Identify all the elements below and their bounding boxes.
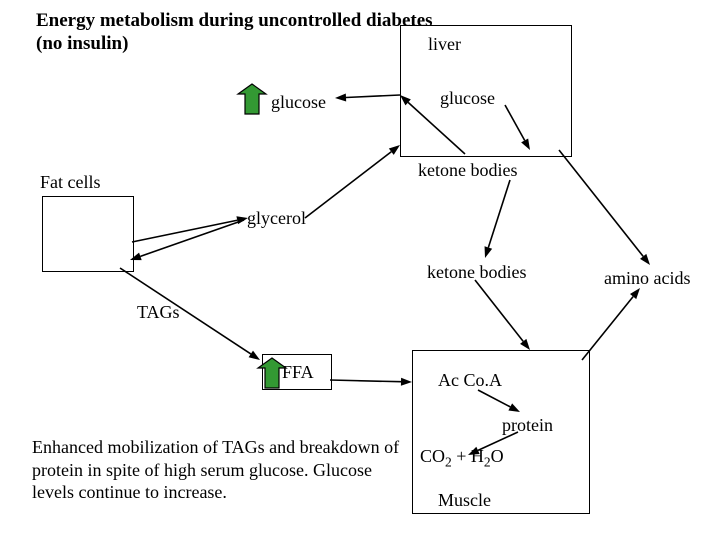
- co2-h2o-label: CO2 + H2O: [420, 446, 504, 471]
- muscle-label: Muscle: [438, 490, 491, 511]
- title-line1: Energy metabolism during uncontrolled di…: [36, 10, 433, 32]
- ketone-upper-label: ketone bodies: [418, 160, 517, 181]
- glucose-left-label: glucose: [271, 92, 326, 113]
- amino-acids-label: amino acids: [604, 268, 690, 289]
- title-line2: (no insulin): [36, 33, 128, 55]
- ac-coa-label: Ac Co.A: [438, 370, 502, 391]
- tags-label: TAGs: [137, 302, 180, 323]
- caption-text: Enhanced mobilization of TAGs and breakd…: [32, 436, 402, 504]
- ffa-label: FFA: [282, 362, 314, 383]
- liver-label: liver: [428, 34, 461, 55]
- glucose-right-label: glucose: [440, 88, 495, 109]
- fat-cells-label: Fat cells: [40, 172, 101, 193]
- glycerol-label: glycerol: [247, 208, 306, 229]
- ketone-lower-label: ketone bodies: [427, 262, 526, 283]
- fat-box: [42, 196, 134, 272]
- protein-label: protein: [502, 415, 553, 436]
